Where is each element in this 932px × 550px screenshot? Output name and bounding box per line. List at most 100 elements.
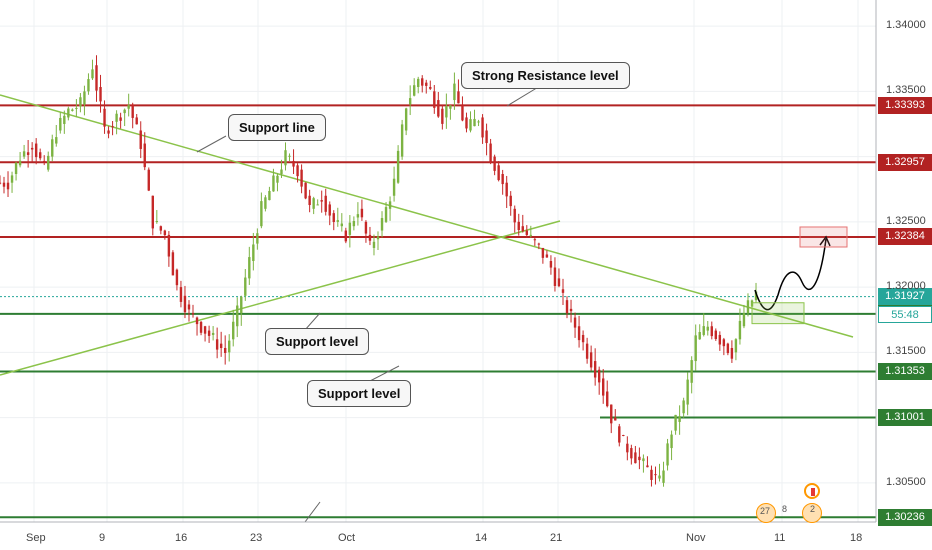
candle-body xyxy=(469,119,472,131)
candle-body xyxy=(505,182,508,197)
candle-body xyxy=(497,165,500,181)
candle-body xyxy=(47,155,50,170)
candle-body xyxy=(614,417,617,421)
candle-body xyxy=(79,97,82,107)
entry-box xyxy=(751,302,805,325)
axes xyxy=(0,0,877,523)
candle-body xyxy=(670,434,673,449)
candle-body xyxy=(404,108,408,131)
callout-pointer xyxy=(196,135,227,153)
candle-body xyxy=(376,236,380,240)
x-tick-label: Oct xyxy=(338,532,356,544)
candle-body xyxy=(577,326,581,341)
candle-body xyxy=(553,267,557,286)
candle-body xyxy=(521,226,524,232)
candle-body xyxy=(569,308,573,312)
candle-body xyxy=(219,343,223,349)
candle-body xyxy=(215,339,219,350)
candle-body xyxy=(63,115,66,124)
candle-body xyxy=(425,82,428,86)
candle-body xyxy=(738,320,742,340)
price-tag-1.31353: 1.31353 xyxy=(878,363,932,381)
candle-body xyxy=(296,165,299,177)
callout-pointer xyxy=(304,501,321,523)
candle-body xyxy=(320,200,323,202)
candle-body xyxy=(686,379,689,405)
candle-body xyxy=(597,369,601,383)
projection-path xyxy=(196,85,831,523)
trend-lines xyxy=(0,94,854,376)
candle-body xyxy=(207,330,211,336)
candle-body xyxy=(30,147,34,150)
candle-body xyxy=(26,152,30,155)
event-count-3: 2 xyxy=(810,504,816,514)
candle-body xyxy=(344,230,348,242)
candle-body xyxy=(658,475,661,479)
candle-body xyxy=(730,348,734,359)
candle-body xyxy=(199,321,203,333)
candle-body xyxy=(690,360,693,383)
x-tick-label: 18 xyxy=(850,532,863,544)
candle-body xyxy=(654,474,657,476)
candle-body xyxy=(348,222,352,235)
candle-body xyxy=(304,182,307,199)
candle-body xyxy=(726,343,730,354)
candle-body xyxy=(135,117,138,125)
candle-body xyxy=(95,65,98,91)
candle-body xyxy=(6,182,10,190)
candle-body xyxy=(127,105,130,109)
candle-body xyxy=(429,87,432,89)
candle-body xyxy=(99,87,102,102)
candle-body xyxy=(396,150,400,183)
candle-body xyxy=(236,305,239,327)
ascending-support-line xyxy=(0,220,561,376)
candle-body xyxy=(441,108,444,124)
x-tick-label: Nov xyxy=(686,532,706,544)
candle-body xyxy=(433,91,436,108)
candle-body xyxy=(557,278,561,287)
candle-body xyxy=(593,361,597,378)
candle-body xyxy=(606,391,609,407)
candle-body xyxy=(666,443,669,466)
candle-body xyxy=(622,435,625,436)
candle-body xyxy=(618,426,621,443)
candle-body xyxy=(332,213,335,222)
candle-body xyxy=(392,178,396,196)
candle-body xyxy=(2,182,6,187)
x-tick-label: 23 xyxy=(250,532,263,544)
candle-body xyxy=(710,326,713,337)
annotation-callout: Support level xyxy=(307,380,412,407)
candle-body xyxy=(103,108,106,127)
candle-body xyxy=(240,296,243,314)
candle-body xyxy=(179,287,183,302)
candle-body xyxy=(59,117,62,131)
candle-body xyxy=(360,208,364,218)
candle-body xyxy=(682,400,685,414)
x-tick-label: 16 xyxy=(175,532,188,544)
candle-body xyxy=(83,91,86,105)
candlestick-series xyxy=(0,55,758,487)
candle-body xyxy=(417,78,420,87)
candle-body xyxy=(67,108,70,118)
candle-body xyxy=(280,169,283,174)
candle-body xyxy=(119,117,122,121)
candle-body xyxy=(400,124,404,157)
candle-body xyxy=(244,277,247,296)
candle-body xyxy=(388,201,392,209)
candle-body xyxy=(694,335,697,362)
annotation-callout: Support line xyxy=(228,114,326,141)
candle-body xyxy=(501,174,504,185)
candle-body xyxy=(123,109,126,114)
candle-body xyxy=(203,326,207,334)
candle-body xyxy=(634,452,637,464)
candle-body xyxy=(87,79,90,92)
candle-body xyxy=(364,221,368,234)
candle-body xyxy=(171,252,175,276)
candle-body xyxy=(589,352,593,368)
candle-body xyxy=(312,198,315,209)
candle-body xyxy=(437,100,440,117)
candle-body xyxy=(638,456,641,461)
event-count-2: 8 xyxy=(782,504,788,514)
candle-body xyxy=(248,257,251,279)
horizontal-levels xyxy=(0,104,876,519)
